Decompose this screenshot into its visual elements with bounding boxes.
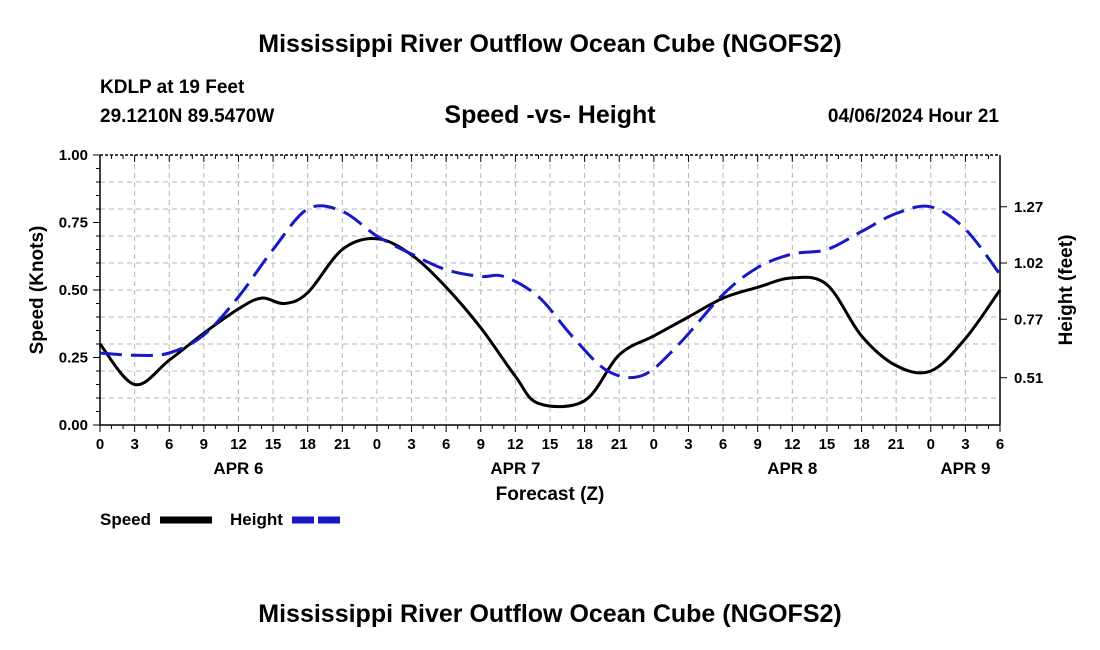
x-tick-label: 3 (961, 436, 969, 453)
legend-label-speed: Speed (100, 510, 151, 529)
x-axis-title: Forecast (Z) (496, 484, 605, 505)
x-tick-label: 6 (165, 436, 173, 453)
station-name: KDLP at 19 Feet (100, 77, 245, 98)
y-tick-label-left: 0.50 (59, 282, 88, 299)
chart-title-bottom: Mississippi River Outflow Ocean Cube (NG… (258, 600, 842, 628)
date-label: APR 7 (490, 459, 540, 478)
station-coords: 29.1210N 89.5470W (100, 106, 275, 127)
y-tick-label-right: 0.51 (1014, 370, 1043, 387)
x-tick-label: 0 (373, 436, 381, 453)
y-tick-label-left: 0.75 (59, 215, 88, 232)
x-tick-label: 21 (334, 436, 351, 453)
forecast-time: 04/06/2024 Hour 21 (827, 106, 999, 127)
y-tick-label-left: 1.00 (59, 147, 88, 164)
series-line-height (99, 204, 1002, 380)
x-tick-label: 12 (784, 436, 801, 453)
x-tick-label: 3 (130, 436, 138, 453)
x-tick-label: 12 (230, 436, 247, 453)
x-tick-label: 0 (927, 436, 935, 453)
y-tick-label-right: 1.02 (1014, 255, 1043, 272)
x-tick-label: 18 (853, 436, 870, 453)
date-label: APR 8 (767, 459, 817, 478)
legend-label-height: Height (230, 510, 283, 529)
x-tick-label: 15 (542, 436, 559, 453)
x-tick-label: 3 (407, 436, 415, 453)
x-tick-label: 18 (576, 436, 593, 453)
series-line-speed (98, 237, 1002, 409)
y-tick-label-right: 1.27 (1014, 199, 1043, 216)
x-tick-label: 9 (477, 436, 485, 453)
x-tick-label: 18 (299, 436, 316, 453)
date-label: APR 6 (213, 459, 263, 478)
y-tick-label-right: 0.77 (1014, 311, 1043, 328)
x-tick-label: 21 (888, 436, 905, 453)
y-axis-title-left: Speed (Knots) (27, 226, 48, 355)
y-axis-title-right: Height (feet) (1056, 235, 1077, 346)
x-tick-label: 6 (719, 436, 727, 453)
y-tick-label-left: 0.25 (59, 350, 88, 367)
x-tick-label: 0 (650, 436, 658, 453)
x-tick-label: 9 (754, 436, 762, 453)
date-label: APR 9 (940, 459, 990, 478)
x-tick-label: 21 (611, 436, 628, 453)
chart-subtitle: Speed -vs- Height (444, 101, 656, 129)
y-tick-label-left: 0.00 (59, 417, 88, 434)
x-tick-label: 9 (200, 436, 208, 453)
x-tick-label: 3 (684, 436, 692, 453)
x-tick-label: 0 (96, 436, 104, 453)
x-tick-label: 15 (265, 436, 282, 453)
x-tick-label: 12 (507, 436, 524, 453)
x-tick-label: 6 (996, 436, 1004, 453)
x-tick-label: 15 (819, 436, 836, 453)
chart-title: Mississippi River Outflow Ocean Cube (NG… (258, 30, 842, 58)
x-tick-label: 6 (442, 436, 450, 453)
